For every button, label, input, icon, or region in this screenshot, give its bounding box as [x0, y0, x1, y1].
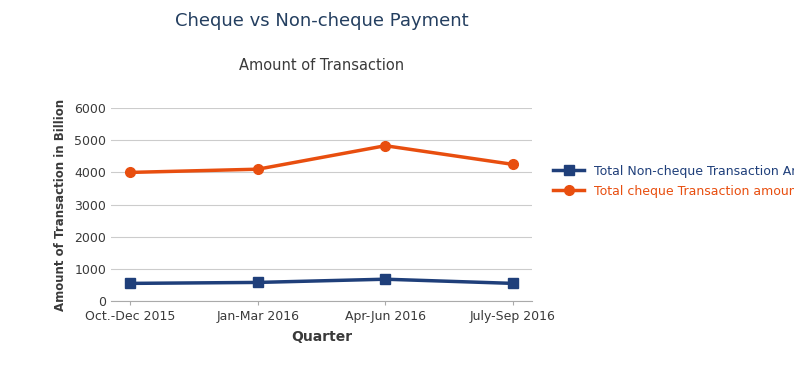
- Total Non-cheque Transaction Amount: [253, 280, 263, 285]
- Text: Cheque vs Non-cheque Payment: Cheque vs Non-cheque Payment: [175, 12, 468, 30]
- Line: Total Non-cheque Transaction Amount: Total Non-cheque Transaction Amount: [125, 274, 518, 288]
- Total cheque Transaction amount: [125, 170, 135, 175]
- Total Non-cheque Transaction Amount: [508, 281, 518, 286]
- Legend: Total Non-cheque Transaction Amount, Total cheque Transaction amount: Total Non-cheque Transaction Amount, Tot…: [546, 159, 794, 204]
- Total cheque Transaction amount: [508, 162, 518, 167]
- Y-axis label: Amount of Transaction in Billion: Amount of Transaction in Billion: [54, 98, 67, 311]
- Total cheque Transaction amount: [253, 167, 263, 171]
- Line: Total cheque Transaction amount: Total cheque Transaction amount: [125, 141, 518, 177]
- Total cheque Transaction amount: [380, 143, 390, 148]
- Text: Amount of Transaction: Amount of Transaction: [239, 58, 404, 73]
- X-axis label: Quarter: Quarter: [291, 330, 352, 344]
- Total Non-cheque Transaction Amount: [125, 281, 135, 286]
- Total Non-cheque Transaction Amount: [380, 277, 390, 281]
